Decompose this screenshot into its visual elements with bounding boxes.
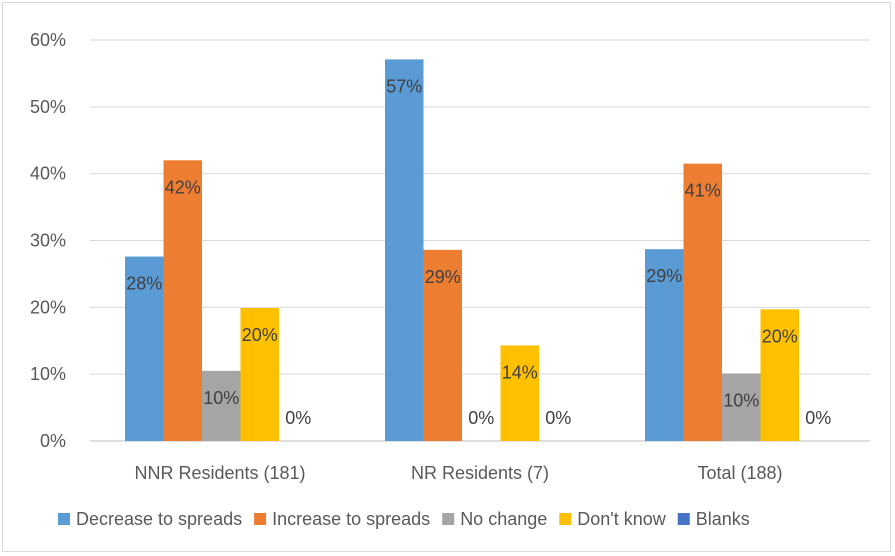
x-tick-label: NR Residents (7) [411, 463, 549, 483]
data-label: 0% [545, 408, 571, 428]
bar [385, 59, 424, 442]
x-tick-label: Total (188) [697, 463, 782, 483]
y-tick-label: 20% [30, 297, 66, 317]
data-label: 0% [805, 408, 831, 428]
bar [125, 256, 164, 441]
bar [163, 160, 202, 442]
data-label: 20% [762, 326, 798, 346]
data-label: 28% [126, 274, 162, 294]
legend-swatch [559, 513, 572, 525]
bar [760, 309, 799, 441]
y-tick-label: 10% [30, 364, 66, 384]
y-tick-label: 30% [30, 231, 66, 251]
legend-label: Increase to spreads [272, 509, 430, 529]
legend-label: Don't know [577, 509, 666, 529]
y-tick-label: 40% [30, 164, 66, 184]
y-tick-label: 0% [40, 431, 66, 451]
legend-swatch [677, 513, 690, 525]
data-label: 0% [285, 408, 311, 428]
legend-swatch [58, 513, 70, 525]
legend-swatch [254, 513, 267, 525]
bar [683, 163, 722, 441]
data-label: 10% [203, 388, 239, 408]
data-label: 0% [468, 408, 494, 428]
y-tick-label: 50% [30, 97, 66, 117]
bar [645, 249, 684, 441]
bar [722, 373, 761, 441]
bar [202, 370, 241, 441]
legend-swatch [442, 513, 455, 525]
legend-label: No change [460, 509, 547, 529]
data-label: 20% [242, 325, 278, 345]
data-label: 41% [685, 181, 721, 201]
x-tick-label: NNR Residents (181) [134, 463, 305, 483]
legend-label: Decrease to spreads [76, 509, 242, 529]
data-label: 14% [502, 362, 538, 382]
data-label: 42% [165, 177, 201, 197]
data-label: 29% [646, 266, 682, 286]
bar [500, 345, 539, 441]
bar [240, 308, 279, 441]
bar [423, 249, 462, 441]
data-label: 29% [425, 267, 461, 287]
legend-label: Blanks [696, 509, 750, 529]
data-label: 57% [386, 76, 422, 96]
data-label: 10% [723, 390, 759, 410]
y-tick-label: 60% [30, 30, 66, 50]
